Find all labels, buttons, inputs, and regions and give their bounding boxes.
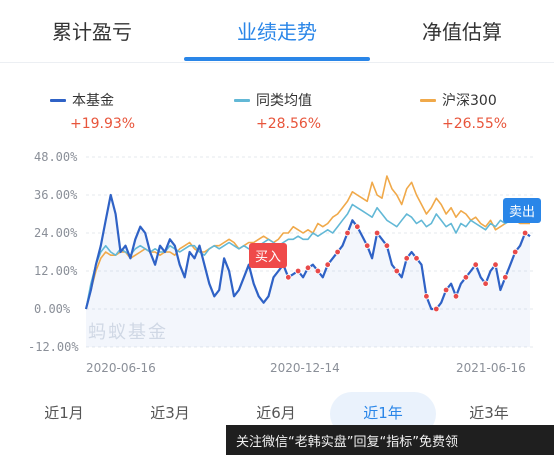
y-tick-label: 12.00% [34,264,78,278]
y-tick-label: 24.00% [34,226,78,240]
legend-value: +28.56% [256,116,322,132]
x-tick-label: 2021-06-16 [456,361,526,375]
range-1-year[interactable]: 近1年 [363,404,403,422]
tab-nav-estimate[interactable]: 净值估算 [422,20,502,44]
trade-point [492,261,499,268]
trade-point [314,267,322,275]
trade-point [462,274,470,281]
trade-point [383,242,391,249]
y-tick-label: -12.00% [28,340,79,354]
trade-point [294,267,302,275]
fund-line [84,193,531,311]
tab-bar: 累计盈亏 业绩走势 净值估算 [0,0,554,63]
trade-point [423,293,430,300]
trade-point [442,286,450,294]
trade-point [502,274,509,281]
trade-point [373,229,381,237]
legend-peer-average: 同类均值 +28.56% [234,90,321,132]
trade-point [285,274,292,281]
range-3-months[interactable]: 近3月 [150,404,190,422]
tab-cumulative-pnl[interactable]: 累计盈亏 [52,20,132,44]
trade-point [364,242,371,249]
legend-value: +19.93% [70,116,136,132]
trade-point [512,248,519,256]
y-tick-label: 36.00% [34,188,78,202]
legend-label: 沪深300 [442,93,497,109]
trade-point [354,223,361,230]
range-3-years[interactable]: 近3年 [469,404,509,422]
range-1-month[interactable]: 近1月 [44,404,84,422]
trade-point [393,267,400,275]
active-tab-indicator [184,57,370,61]
x-tick-label: 2020-06-16 [86,361,156,375]
trade-point [433,305,440,313]
legend-csi300: 沪深300 +26.55% [420,90,507,132]
y-tick-label: 0.00% [34,302,71,316]
legend-swatch [50,98,66,102]
trade-point [304,264,312,271]
legend-this-fund: 本基金 +19.93% [50,90,135,132]
footer-banner: 关注微信“老韩实盘”回复“指标”免费领 [226,425,554,455]
trade-point [521,229,529,237]
legend-swatch [234,98,250,102]
peer-average-line [85,203,530,310]
legend-label: 同类均值 [256,93,312,109]
legend-label: 本基金 [72,93,114,109]
legend-swatch [420,98,436,102]
trade-point [403,255,410,262]
csi300-line [85,175,530,310]
trade-point [413,255,420,262]
buy-marker: 买入 [249,243,288,268]
trade-point [472,261,479,268]
trade-point [482,280,489,287]
trade-point [344,229,351,237]
range-6-months[interactable]: 近6月 [256,404,296,422]
tab-performance-trend[interactable]: 业绩走势 [237,20,317,44]
trade-point [324,261,331,268]
sell-marker: 卖出 [503,198,542,223]
trade-point [334,248,341,256]
trade-point [452,293,460,300]
x-tick-label: 2020-12-14 [270,361,340,375]
legend-value: +26.55% [442,116,508,132]
y-tick-label: 48.00% [34,150,78,164]
watermark-logo-text: 蚂蚁基金 [88,322,168,343]
